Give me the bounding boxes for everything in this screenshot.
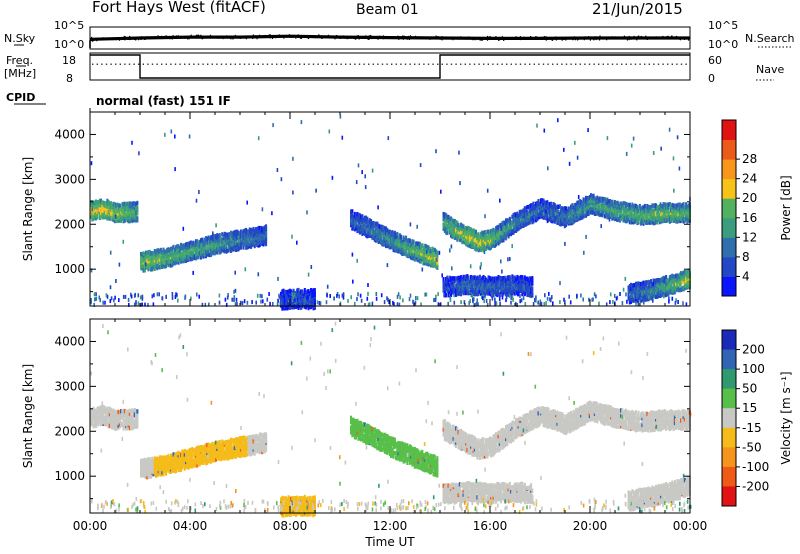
noise-tick-right-top: 10^5 [708,19,739,32]
power-scattered-echoes [90,114,691,308]
nsky-label: N.Sky [4,32,36,45]
velocity-colorbar-tick-label: -200 [742,479,769,493]
power-colorbar-bin [722,178,736,199]
figure-decorations [14,44,792,105]
power-echo-band-1 [140,224,268,273]
power-colorbar-bin [722,237,736,258]
velocity-echo-band-1 [140,432,268,480]
velocity-colorbar-bin [722,330,736,351]
date-title: 21/Jun/2015 [592,0,683,18]
power-colorbar-bin [722,217,736,238]
nsky-series [89,34,690,41]
velocity-colorbar-tick-label: -15 [742,421,762,435]
power-ylabel: Slant Range [km] [21,157,35,261]
power-colorbar-tick-label: 4 [742,269,750,283]
noise-tick-right-bottom: 10^0 [708,38,739,51]
freq-unit-label: [MHz] [4,67,37,80]
velocity-colorbar-bin [722,388,736,409]
power-echo-band-2 [350,209,439,270]
power-colorbar-tick-label: 20 [742,191,757,205]
velocity-colorbar-bin [722,486,736,507]
velocity-colorbar-tick-label: 50 [742,382,757,396]
power-colorbar-bin [722,139,736,160]
freq-tick-right-top: 60 [708,54,722,67]
power-ytick-label: 4000 [54,127,85,141]
power-echo-band-3 [442,193,691,253]
power-colorbar-bin [722,159,736,180]
power-colorbar-bin [722,198,736,219]
velocity-colorbar-tick-label: -100 [742,460,769,474]
power-ytick-label: 1000 [54,262,85,276]
power-colorbar-label: Power [dB] [779,175,793,240]
freq-tick-left-bottom: 8 [66,72,73,85]
velocity-colorbar-bin [722,408,736,429]
noise-tick-left-top: 10^5 [54,19,85,32]
nsearch-series [91,34,690,42]
freq-tick-right-bottom: 0 [708,72,715,85]
velocity-echo-band-2 [350,415,439,478]
frequency-panel [89,52,691,81]
nave-label: Nave [756,63,785,76]
power-colorbar-bin [722,276,736,297]
power-colorbar-tick-label: 12 [742,230,757,244]
power-panel [90,114,691,311]
velocity-colorbar-tick-label: -50 [742,440,762,454]
power-echo-band-5 [627,268,691,305]
velocity-ytick-label: 2000 [54,424,85,438]
velocity-colorbar-tick-label: 15 [742,401,757,415]
noise-tick-left-bottom: 10^0 [54,38,85,51]
power-colorbar-tick-label: 8 [742,250,750,264]
power-colorbar-bin [722,256,736,277]
noise-panel [89,26,691,50]
velocity-colorbar-label: Velocity [m s⁻¹] [779,371,793,464]
nsearch-label: N.Search [745,32,795,45]
axes: 1000 2000 3000 4000 Slant Range [km] 1000 2000… [21,108,707,549]
velocity-colorbar-bin [722,427,736,448]
time-tick-label: 20:00 [573,519,608,533]
velocity-echo-band-4 [442,481,534,505]
freq-frame [89,52,691,81]
time-tick-label: 04:00 [173,519,208,533]
velocity-ylabel: Slant Range [km] [21,364,35,468]
power-colorbar-frame [721,119,737,297]
power-colorbar-bin [722,120,736,141]
velocity-colorbar-frame [721,329,737,507]
velocity-scattered-echoes [90,321,692,514]
power-colorbar-tick-label: 16 [742,211,757,225]
velocity-colorbar-bin [722,447,736,468]
velocity-colorbar-bin [722,349,736,370]
velocity-colorbar-bin [722,466,736,487]
time-axis-label: Time UT [364,535,415,549]
time-tick-label: 08:00 [273,519,308,533]
velocity-ytick-label: 3000 [54,379,85,393]
power-colorbar-tick-label: 28 [742,152,757,166]
time-tick-label: 16:00 [473,519,508,533]
cpid-label: CPID [6,91,36,104]
colorbars: 4 8 12 16 20 24 28 Power [dB] 200 100 50 15 -15 -50 -1… [721,119,793,507]
velocity-ytick-label: 4000 [54,334,85,348]
velocity-colorbar-tick-label: 200 [742,343,765,357]
power-ytick-label: 2000 [54,217,85,231]
power-echo-band-4 [442,274,534,298]
power-ytick-label: 3000 [54,172,85,186]
power-echo-band-0 [90,198,139,224]
velocity-colorbar-tick-label: 100 [742,362,765,376]
freq-series [90,54,690,79]
power-colorbar-tick-label: 24 [742,172,757,186]
freq-label: Freq. [6,54,34,67]
freq-tick-left-top: 18 [62,54,76,67]
cpid-text: normal (fast) 151 IF [96,94,231,108]
time-tick-label: 12:00 [373,519,408,533]
velocity-colorbar-bin [722,369,736,390]
velocity-echo-band-0 [90,405,139,431]
beam-title: Beam 01 [356,2,419,18]
velocity-echo-band-3 [442,400,691,460]
velocity-panel [90,321,692,518]
time-tick-label: 00:00 [73,519,108,533]
radar-title: Fort Hays West (fitACF) [92,0,266,16]
time-tick-label: 00:00 [673,519,708,533]
velocity-ytick-label: 1000 [54,469,85,483]
